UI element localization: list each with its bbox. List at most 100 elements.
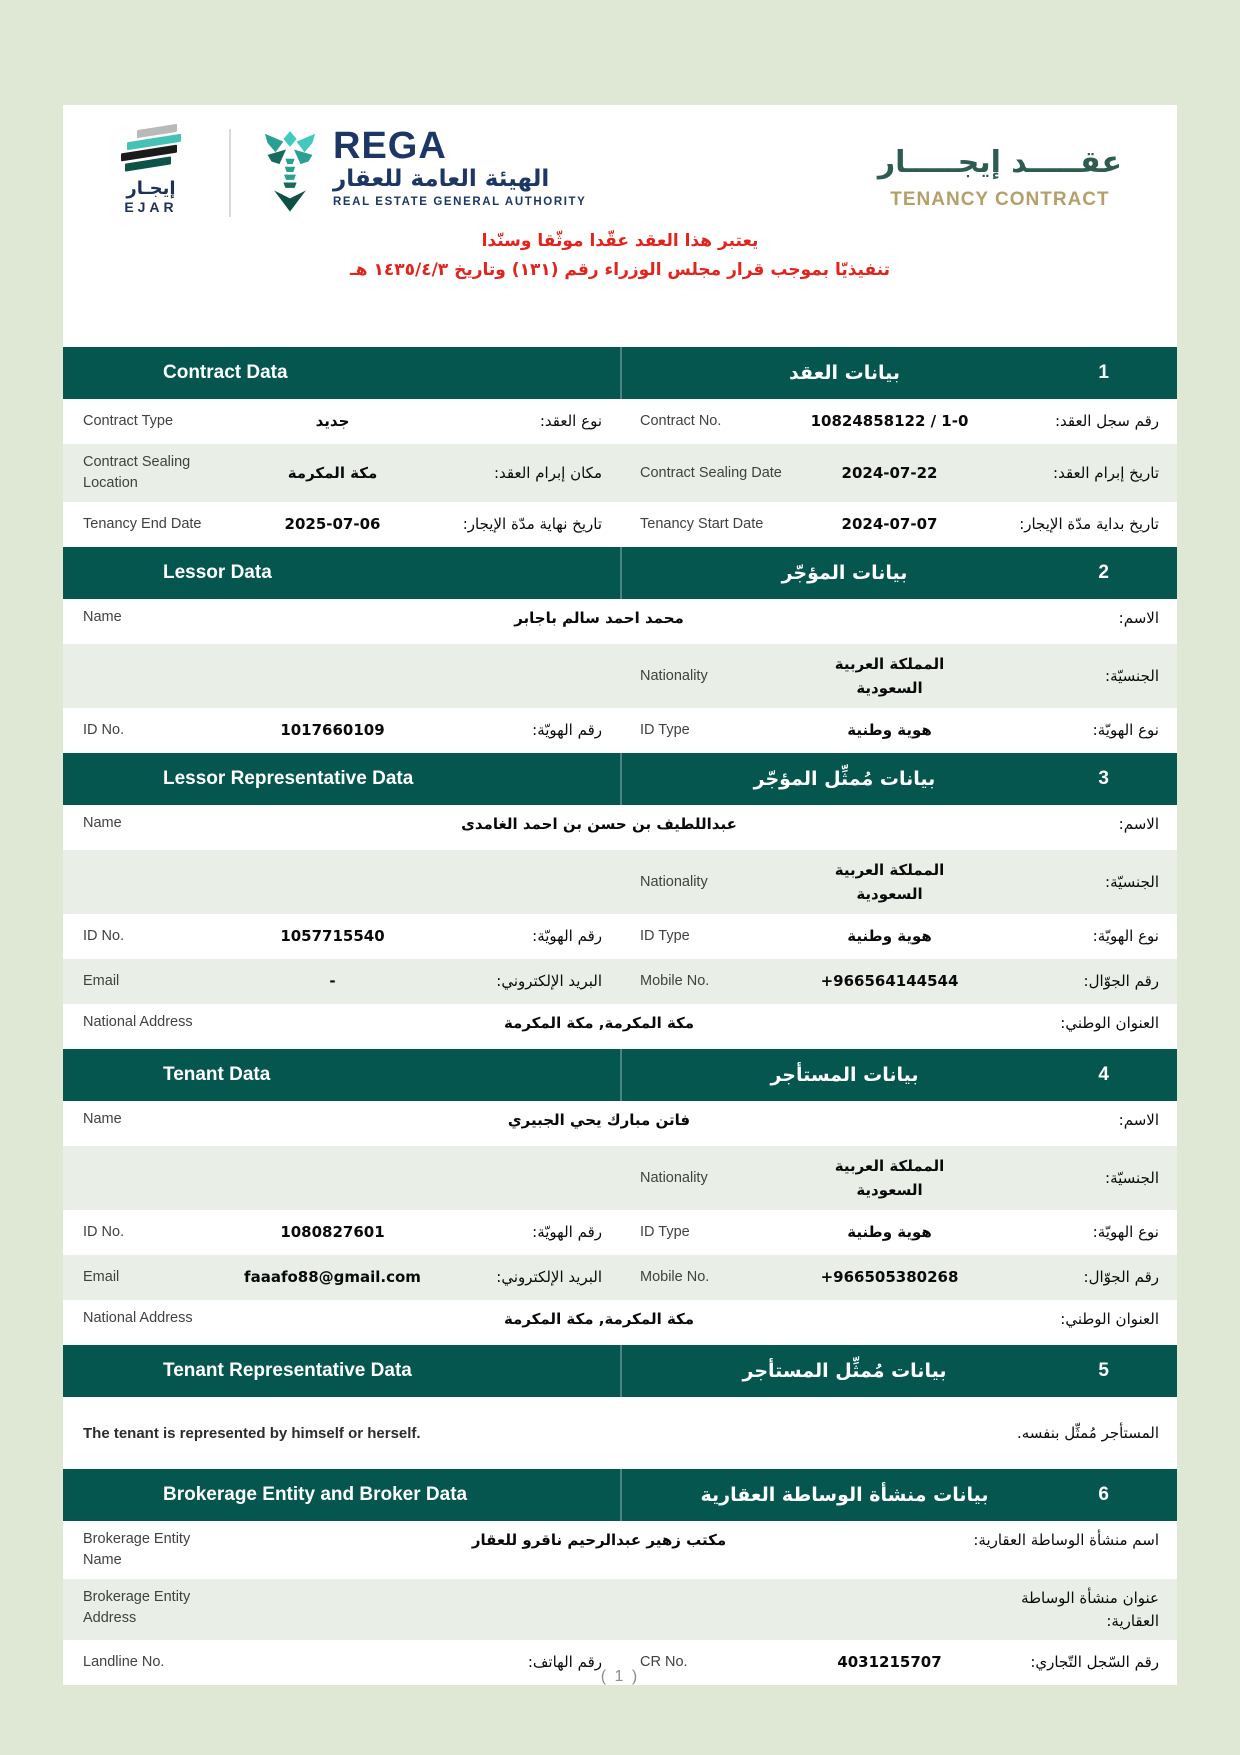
- field-label-en: ID No.: [83, 928, 125, 945]
- field-label-ar: البريد الإلكتروني:: [496, 1268, 602, 1287]
- field-value: محمد احمد سالم باجابر: [514, 609, 684, 628]
- field-value: المملكة العربية السعودية: [834, 1157, 945, 1200]
- field-label-en: ID Type: [640, 722, 690, 739]
- field-label-ar: نوع العقد:: [539, 412, 602, 431]
- table-row: National Address مكة المكرمة, مكة المكرم…: [63, 1300, 1177, 1346]
- table-row: Email - البريد الإلكتروني: Mobile No. +9…: [63, 959, 1177, 1005]
- field-label-en: Nationality: [640, 1169, 708, 1186]
- field-label-ar: تاريخ إبرام العقد:: [1053, 463, 1159, 482]
- section-header-lessor-data: Lessor Data بيانات المؤجّر 2: [63, 547, 1177, 600]
- section-title-en: Tenant Representative Data: [163, 1360, 412, 1382]
- document-title-english: TENANCY CONTRACT: [890, 189, 1110, 210]
- field-label-en: ID Type: [640, 928, 690, 945]
- field-label-ar: تاريخ نهاية مدّة الإيجار:: [462, 515, 602, 534]
- table-row: ID No. 1057715540 رقم الهويّة: ID Type ه…: [63, 914, 1177, 960]
- ejar-latin-name: EJAR: [124, 198, 178, 215]
- field-value: 10824858122 / 1-0: [810, 412, 969, 431]
- section-header-contract-data: Contract Data بيانات العقد 1: [63, 347, 1177, 399]
- field-label-ar: العنوان الوطني:: [1060, 1310, 1159, 1329]
- table-row: Brokerage Entity Address عنوان منشأة الو…: [63, 1579, 1177, 1641]
- section-number: 3: [1098, 768, 1109, 790]
- section-number: 1: [1098, 362, 1109, 383]
- field-value: هوية وطنية: [847, 721, 932, 740]
- field-value: هوية وطنية: [847, 1223, 932, 1242]
- field-value: مكة المكرمة, مكة المكرمة: [503, 1310, 695, 1329]
- table-row: Name محمد احمد سالم باجابر الاسم:: [63, 599, 1177, 645]
- logo-divider: [229, 129, 231, 217]
- field-label-ar: الجنسيّة:: [1105, 666, 1159, 685]
- field-label-ar: الجنسيّة:: [1105, 1168, 1159, 1187]
- field-label-en: Brokerage Entity Address: [83, 1589, 191, 1627]
- field-label-en: Contract Sealing Location: [83, 454, 191, 492]
- field-label-ar: الاسم:: [1118, 815, 1159, 834]
- field-label-en: Name: [83, 815, 122, 832]
- page-number: ( 1 ): [600, 1668, 640, 1685]
- section-title-ar: بيانات مُمثِّل المستأجر: [742, 1360, 947, 1383]
- field-label-ar: رقم السّجل التّجاري:: [1030, 1653, 1159, 1672]
- table-row: Contract Sealing Location مكة المكرمة مك…: [63, 444, 1177, 503]
- field-label-ar: رقم الهويّة:: [532, 927, 602, 946]
- field-label-en: Contract Sealing Date: [640, 464, 782, 481]
- field-value: -: [329, 972, 336, 991]
- field-value: +966564144544: [820, 972, 959, 991]
- field-label-ar: العنوان الوطني:: [1060, 1014, 1159, 1033]
- field-label-en: Nationality: [640, 873, 708, 890]
- field-label-en: National Address: [83, 1310, 193, 1327]
- field-value: مكة المكرمة: [287, 463, 378, 482]
- field-label-ar: تاريخ بداية مدّة الإيجار:: [1019, 515, 1159, 534]
- field-value: المملكة العربية السعودية: [834, 655, 945, 698]
- note-text-en: The tenant is represented by himself or …: [83, 1424, 421, 1442]
- logo-header: إيجـار EJAR REGA الهيئة العامة للعقار RE…: [63, 105, 1177, 223]
- field-value: مكة المكرمة, مكة المكرمة: [503, 1014, 695, 1033]
- field-label-en: Landline No.: [83, 1654, 165, 1671]
- field-value: [231, 1579, 967, 1640]
- field-value: 1057715540: [280, 927, 385, 946]
- field-label-en: Nationality: [640, 667, 708, 684]
- field-label-en: ID Type: [640, 1224, 690, 1241]
- section-header-tenant-data: Tenant Data بيانات المستأجر 4: [63, 1049, 1177, 1102]
- field-value: جديد: [315, 412, 350, 431]
- field-label-ar: رقم الهويّة:: [532, 1223, 602, 1242]
- section-number: 4: [1098, 1064, 1109, 1086]
- field-label-ar: نوع الهويّة:: [1092, 1223, 1159, 1242]
- field-label-en: Tenancy End Date: [83, 516, 202, 533]
- table-row: Contract Type جديد نوع العقد: Contract N…: [63, 399, 1177, 444]
- field-value: مكتب زهير عبدالرحيم ناقرو للعقار: [471, 1531, 727, 1550]
- field-label-en: Contract Type: [83, 412, 174, 429]
- field-value: عبداللطيف بن حسن بن احمد الغامدى: [461, 815, 737, 834]
- document-title-arabic: عقـــــد إيجـــــار: [877, 145, 1122, 180]
- field-label-ar: الاسم:: [1118, 609, 1159, 628]
- field-label-ar: رقم سجل العقد:: [1054, 412, 1159, 431]
- field-label-en: Mobile No.: [640, 1269, 710, 1286]
- field-label-ar: الجنسيّة:: [1105, 872, 1159, 891]
- table-row: Tenancy End Date 2025-07-06 تاريخ نهاية …: [63, 502, 1177, 548]
- field-value: 2024-07-07: [841, 515, 938, 534]
- table-row: Name عبداللطيف بن حسن بن احمد الغامدى ال…: [63, 805, 1177, 851]
- table-row: Nationality المملكة العربية السعودية الج…: [63, 1146, 1177, 1211]
- field-value: +966505380268: [820, 1268, 959, 1287]
- rega-palm-icon: [264, 131, 316, 212]
- section-title-en: Tenant Data: [163, 1064, 271, 1086]
- ejar-logo: إيجـار EJAR: [95, 123, 207, 216]
- field-label-ar: نوع الهويّة:: [1092, 721, 1159, 740]
- field-label-ar: عنوان منشأة الوساطة العقارية:: [1021, 1589, 1159, 1630]
- rega-logo: REGA الهيئة العامة للعقار REAL ESTATE GE…: [257, 127, 586, 215]
- table-row: Email faaafo88@gmail.com البريد الإلكترو…: [63, 1255, 1177, 1301]
- section-title-en: Lessor Representative Data: [163, 768, 414, 790]
- section-title-en: Brokerage Entity and Broker Data: [163, 1484, 468, 1506]
- field-label-ar: رقم الهاتف:: [527, 1653, 602, 1672]
- table-row: Nationality المملكة العربية السعودية الج…: [63, 644, 1177, 709]
- rega-arabic-name: الهيئة العامة للعقار: [333, 166, 550, 192]
- field-label-ar: البريد الإلكتروني:: [496, 972, 602, 991]
- field-value: 1017660109: [280, 721, 385, 740]
- field-label-en: Brokerage Entity Name: [83, 1531, 191, 1569]
- disclaimer-line-1: يعتبر هذا العقد عقّدا موثّقا وسنّدا: [481, 231, 759, 251]
- field-value: 4031215707: [837, 1653, 942, 1672]
- field-label-ar: نوع الهويّة:: [1092, 927, 1159, 946]
- field-label-en: Tenancy Start Date: [640, 516, 764, 533]
- table-row: ID No. 1080827601 رقم الهويّة: ID Type ه…: [63, 1210, 1177, 1256]
- section-title-ar: بيانات منشأة الوساطة العقارية: [700, 1484, 989, 1507]
- field-value: 2024-07-22: [841, 463, 938, 482]
- field-label-en: Email: [83, 1269, 120, 1286]
- field-label-ar: اسم منشأة الوساطة العقارية:: [973, 1531, 1159, 1550]
